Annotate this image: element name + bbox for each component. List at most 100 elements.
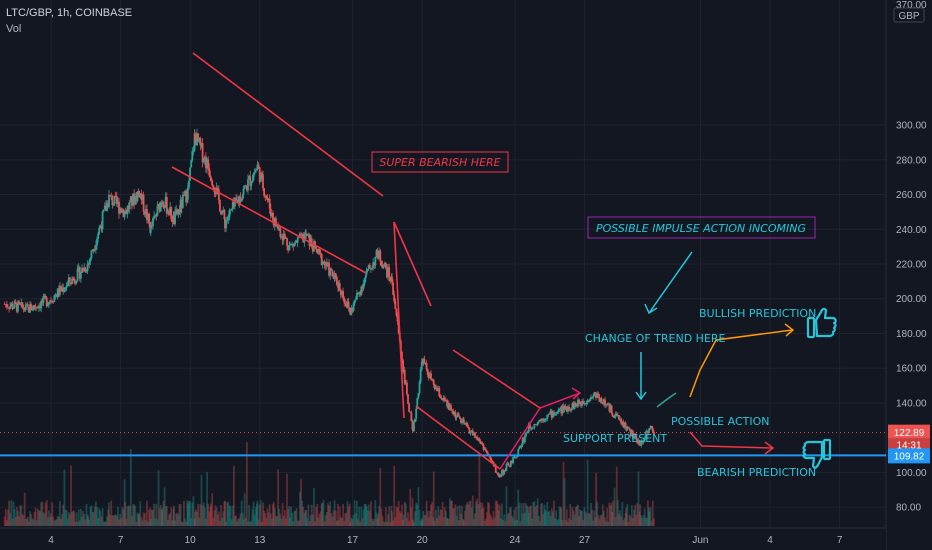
candle-body bbox=[319, 252, 322, 254]
candle-body bbox=[451, 410, 453, 412]
candle-body bbox=[44, 295, 47, 298]
channel-drawings[interactable] bbox=[171, 52, 541, 470]
volume-legend[interactable]: Vol bbox=[6, 23, 22, 35]
volume-bar bbox=[180, 521, 183, 526]
candle-body bbox=[370, 268, 372, 270]
volume-bar bbox=[50, 513, 52, 526]
volume-bar bbox=[471, 495, 474, 526]
candle-body bbox=[360, 286, 363, 295]
time-tick-label: 4 bbox=[767, 535, 773, 546]
volume-bar bbox=[547, 511, 550, 526]
candle-body bbox=[185, 190, 188, 203]
impulse-arrow[interactable] bbox=[648, 251, 693, 314]
volume-bar bbox=[147, 521, 149, 526]
currency-box bbox=[893, 7, 925, 23]
volume-bar bbox=[184, 518, 186, 526]
volume-bar bbox=[616, 500, 619, 526]
candle-body bbox=[328, 263, 330, 276]
price-tick-label: 220.00 bbox=[896, 260, 927, 271]
channel-1-upper[interactable] bbox=[192, 52, 384, 197]
volume-bar bbox=[314, 521, 316, 526]
channel-3-lower[interactable] bbox=[415, 405, 501, 470]
channel-3-upper[interactable] bbox=[452, 349, 541, 409]
bullish-arrow[interactable] bbox=[689, 329, 793, 398]
volume-bar bbox=[577, 504, 579, 526]
volume-bar bbox=[11, 518, 14, 526]
super-bearish-box[interactable] bbox=[371, 151, 509, 173]
volume-bar bbox=[57, 516, 60, 526]
volume-bar bbox=[615, 466, 618, 526]
candle-body bbox=[19, 303, 22, 305]
symbol-title[interactable]: LTC/GBP, 1h, COINBASE bbox=[6, 7, 133, 19]
candle-body bbox=[174, 211, 176, 225]
volume-bar bbox=[407, 512, 409, 526]
candle-body bbox=[514, 456, 516, 458]
candle-body bbox=[588, 399, 591, 402]
candle-body bbox=[281, 236, 284, 241]
volume-bar bbox=[389, 521, 392, 526]
candle-body bbox=[260, 172, 263, 175]
volume-bar bbox=[518, 502, 521, 526]
volume-bar bbox=[134, 505, 137, 526]
volume-bar bbox=[645, 518, 648, 526]
candle-body bbox=[578, 399, 580, 404]
volume-bar bbox=[205, 519, 207, 526]
volume-bar bbox=[93, 506, 96, 526]
candle-body bbox=[553, 412, 555, 416]
candle-body bbox=[70, 282, 72, 285]
time-axis-panel[interactable] bbox=[0, 528, 886, 550]
volume-bar bbox=[84, 519, 87, 526]
possible-action-tick bbox=[656, 392, 677, 408]
channel-2-upper[interactable] bbox=[393, 221, 432, 307]
volume-bar bbox=[201, 505, 204, 526]
bearish-arrow[interactable] bbox=[689, 431, 773, 449]
volume-bar bbox=[86, 514, 89, 526]
channel-2-lower[interactable] bbox=[393, 221, 405, 419]
volume-bar bbox=[197, 503, 200, 526]
candle-body bbox=[26, 304, 29, 307]
candle-body bbox=[203, 156, 206, 161]
trend-arrows[interactable] bbox=[499, 387, 582, 470]
volume-bar bbox=[440, 509, 443, 526]
candle-body bbox=[74, 281, 77, 284]
annotation-arrows[interactable] bbox=[635, 251, 795, 455]
candle-body bbox=[321, 262, 324, 266]
candle-body bbox=[288, 245, 291, 251]
candle-body bbox=[396, 315, 399, 322]
volume-bar bbox=[503, 514, 506, 526]
candle-body bbox=[165, 197, 168, 214]
volume-bar bbox=[293, 511, 296, 526]
change-trend-label: CHANGE OF TREND HERE bbox=[585, 332, 726, 345]
candle-body bbox=[372, 262, 375, 268]
volume-bar bbox=[422, 510, 425, 526]
time-tick-label: 24 bbox=[509, 535, 521, 546]
candle-body bbox=[410, 412, 413, 422]
volume-bar bbox=[299, 491, 301, 526]
volume-bar bbox=[294, 510, 297, 526]
price-tick-label: 200.00 bbox=[896, 294, 927, 305]
candle-body bbox=[115, 196, 118, 204]
candle-body bbox=[285, 237, 287, 239]
candle-body bbox=[652, 431, 655, 435]
channel-1-lower[interactable] bbox=[171, 166, 367, 274]
candle-body bbox=[640, 440, 643, 446]
candle-body bbox=[32, 305, 35, 310]
uptrend-arrow[interactable] bbox=[499, 392, 581, 470]
candle-body bbox=[66, 282, 69, 287]
volume-bar bbox=[453, 508, 456, 526]
last-price-value: 122.89 bbox=[894, 428, 925, 439]
volume-bar bbox=[652, 518, 655, 526]
impulse-box[interactable] bbox=[587, 216, 816, 239]
volume-bar bbox=[159, 505, 162, 526]
volume-bar bbox=[46, 517, 49, 526]
candle-body bbox=[33, 305, 36, 308]
volume-bar bbox=[34, 507, 37, 526]
candle-body bbox=[624, 422, 627, 428]
candle-body bbox=[457, 413, 460, 417]
candle-body bbox=[536, 422, 539, 425]
candle-body bbox=[540, 419, 542, 421]
volume-bar bbox=[100, 516, 103, 526]
candle-body bbox=[3, 303, 6, 305]
volume-bar bbox=[305, 510, 308, 526]
